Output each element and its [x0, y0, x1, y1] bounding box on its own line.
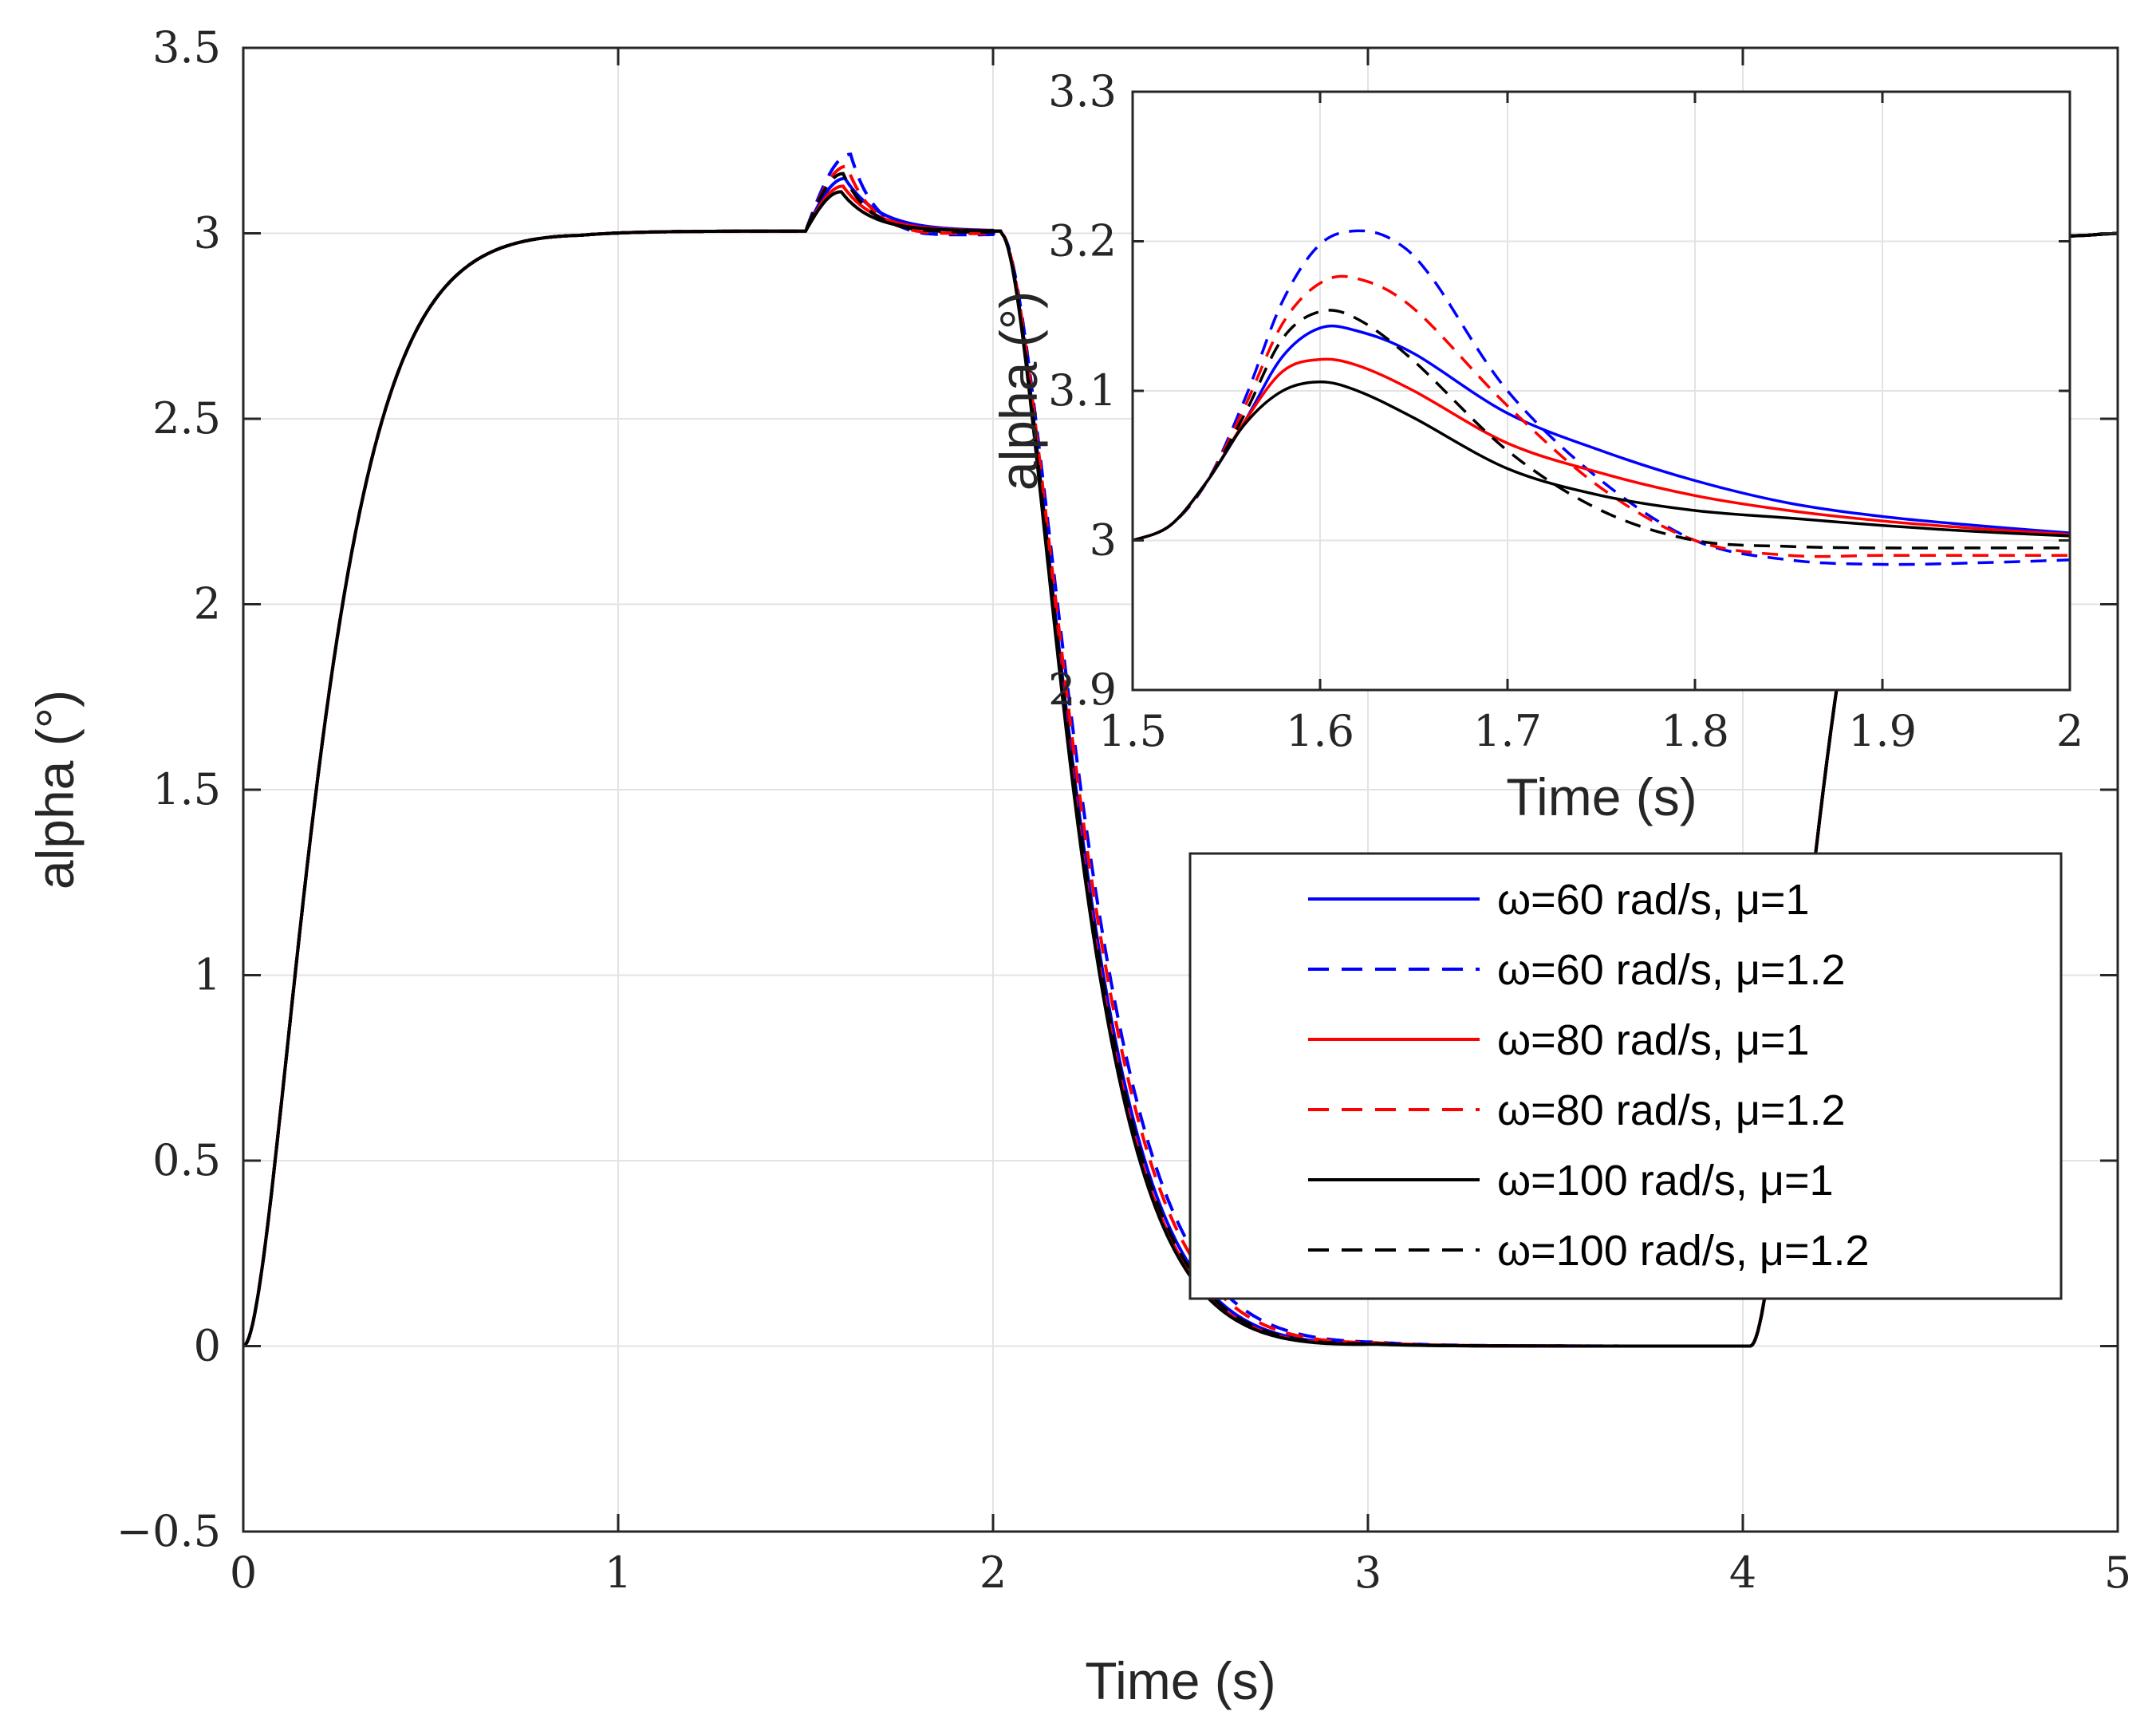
legend-box — [1188, 852, 2063, 1300]
main-x-ticks: 0 1 2 3 4 5 — [230, 1548, 2131, 1598]
main-y-tick-label: −0.5 — [116, 1506, 221, 1556]
inset-y-tick-label: 2.9 — [1048, 664, 1117, 715]
inset-series-line — [1132, 229, 2071, 566]
main-x-tick-label: 4 — [1729, 1548, 1756, 1598]
legend-entry: ω=100 rad/s, μ=1 — [1497, 1157, 1834, 1205]
inset-axes-box — [1131, 90, 2071, 692]
legend-entry: ω=80 rad/s, μ=1 — [1497, 1016, 1810, 1064]
inset-x-tick-label: 1.6 — [1286, 706, 1354, 756]
legend-entry: ω=60 rad/s, μ=1.2 — [1497, 946, 1846, 994]
inset-x-tick-label: 1.8 — [1661, 706, 1729, 756]
inset-y-tick-label: 3.3 — [1048, 66, 1117, 116]
inset-series-line — [1132, 380, 2071, 542]
main-frame — [242, 46, 2119, 1533]
main-y-tick-label: 0 — [194, 1321, 221, 1371]
main-y-tick-label: 1.5 — [152, 764, 221, 814]
inset-x-tick-label: 1.5 — [1098, 706, 1167, 756]
legend-entry: ω=60 rad/s, μ=1 — [1497, 876, 1810, 924]
main-axes-box — [242, 46, 2119, 1533]
inset-y-tick-label: 3.2 — [1048, 216, 1117, 266]
inset-series — [1132, 229, 2071, 566]
inset-x-ticks: 1.5 1.6 1.7 1.8 1.9 2 — [1098, 706, 2083, 756]
main-x-axis-label: Time (s) — [1085, 1651, 1276, 1710]
inset-series-line — [1132, 274, 2070, 558]
legend-items: ω=60 rad/s, μ=1 ω=60 rad/s, μ=1.2 ω=80 rad… — [1308, 876, 1870, 1275]
main-y-tick-label: 3 — [194, 208, 221, 258]
main-y-ticks: −0.5 0 0.5 1 1.5 2 2.5 3 3.5 — [116, 22, 221, 1556]
main-y-tick-label: 1 — [194, 950, 221, 1000]
inset-y-tick-label: 3.1 — [1048, 365, 1117, 416]
main-y-tick-label: 3.5 — [152, 22, 221, 73]
inset-x-tick-label: 2 — [2056, 706, 2083, 756]
main-x-tick-label: 3 — [1354, 1548, 1381, 1598]
inset-series-line — [1132, 309, 2070, 550]
inset-x-tick-label: 1.7 — [1473, 706, 1542, 756]
main-y-tick-label: 2.5 — [152, 393, 221, 444]
legend-entry: ω=80 rad/s, μ=1.2 — [1497, 1086, 1846, 1134]
inset-frame — [1131, 90, 2071, 692]
inset-y-axis-label: alpha (°) — [989, 291, 1048, 491]
main-y-tick-label: 2 — [194, 579, 221, 629]
inset-x-axis-label: Time (s) — [1506, 767, 1697, 826]
inset-x-tick-label: 1.9 — [1848, 706, 1917, 756]
main-y-tick-label: 0.5 — [152, 1135, 221, 1185]
legend-entry: ω=100 rad/s, μ=1.2 — [1497, 1227, 1870, 1275]
main-x-tick-label: 0 — [230, 1548, 257, 1598]
inset-y-ticks: 2.9 3 3.1 3.2 3.3 — [1048, 66, 1117, 715]
main-x-tick-label: 1 — [605, 1548, 632, 1598]
main-y-axis-label: alpha (°) — [26, 690, 85, 889]
inset-y-tick-label: 3 — [1090, 515, 1117, 566]
main-x-tick-label: 5 — [2104, 1548, 2131, 1598]
legend: ω=60 rad/s, μ=1 ω=60 rad/s, μ=1.2 ω=80 rad… — [1188, 852, 2063, 1300]
main-x-tick-label: 2 — [979, 1548, 1007, 1598]
inset-axes: 1.5 1.6 1.7 1.8 1.9 2 2.933.13.23.3 Time (s) … — [989, 66, 2083, 826]
